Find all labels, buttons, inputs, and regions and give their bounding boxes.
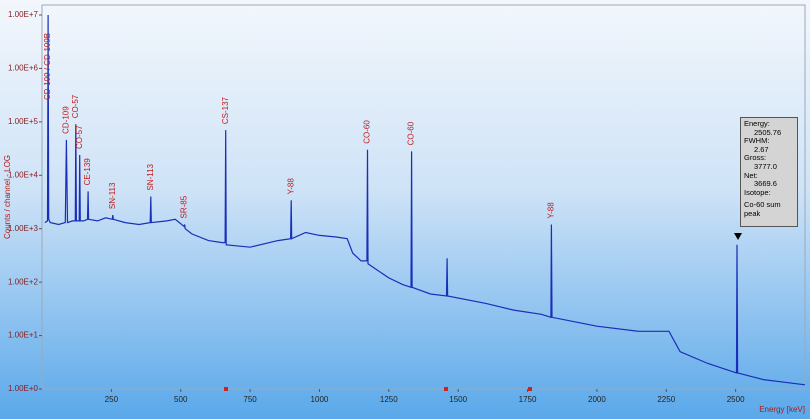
peak-label: CD-109	[62, 106, 71, 134]
info-line: 2.67	[754, 144, 769, 154]
x-tick-label: 2500	[727, 395, 745, 404]
x-tick-label: 1500	[449, 395, 467, 404]
peak-label: CS-137	[221, 96, 230, 124]
x-tick-label: 2250	[657, 395, 675, 404]
x-tick-label: 1750	[519, 395, 537, 404]
peak-label: SR-85	[180, 195, 189, 218]
x-tick-label: 2000	[588, 395, 606, 404]
y-tick-label: 1.00E+5	[8, 117, 39, 126]
marker	[444, 387, 448, 391]
peak-label: CO-57	[71, 94, 80, 118]
y-tick-label: 1.00E+4	[8, 170, 39, 179]
x-tick-label: 250	[105, 395, 119, 404]
x-tick-label: 750	[243, 395, 257, 404]
y-tick-label: 1.00E+0	[8, 384, 39, 393]
info-line: Co-60 sum peak	[744, 200, 781, 218]
info-line: Net:	[744, 170, 758, 180]
info-line: Gross:	[744, 153, 767, 163]
info-line: FWHM:	[744, 136, 770, 146]
x-axis-label: Energy [keV]	[759, 405, 805, 414]
spectrum-line	[44, 14, 806, 386]
peak-label: Y-88	[547, 202, 556, 219]
peak-label: CE-139	[83, 158, 92, 186]
peak-label: CO-60	[363, 120, 372, 144]
peak-label: SN-113	[108, 182, 117, 209]
peak-label: Y-88	[286, 178, 295, 195]
peak-label: CD-109 / CD-109B	[43, 33, 52, 100]
peak-label: CO-57	[75, 125, 84, 149]
peak-info: Energy: 2505.76 FWHM: 2.67 Gross: 3777.0 Net: 3…	[740, 117, 798, 227]
x-tick-label: 1000	[311, 395, 329, 404]
x-tick-label: 1250	[380, 395, 398, 404]
y-tick-label: 1.00E+3	[8, 224, 39, 233]
peak-label: CO-60	[407, 121, 416, 145]
info-line: 3669.6	[754, 179, 777, 189]
peak-label: SN-113	[146, 163, 155, 190]
x-tick-label: 500	[174, 395, 188, 404]
marker	[224, 387, 228, 391]
info-line: 2505.76	[754, 127, 782, 137]
y-tick-label: 1.00E+1	[8, 331, 39, 340]
tooltip-arrow	[734, 233, 742, 240]
y-tick-label: 1.00E+2	[8, 277, 39, 286]
y-axis-label: Counts / channel - LOG	[3, 155, 12, 239]
info-line: Isotope:	[744, 187, 771, 197]
info-line: Energy:	[744, 119, 770, 128]
marker	[528, 387, 532, 391]
y-tick-label: 1.00E+7	[8, 10, 39, 19]
info-line: 3777.0	[754, 161, 777, 171]
plot-frame	[41, 4, 806, 390]
y-tick-label: 1.00E+6	[8, 64, 39, 73]
